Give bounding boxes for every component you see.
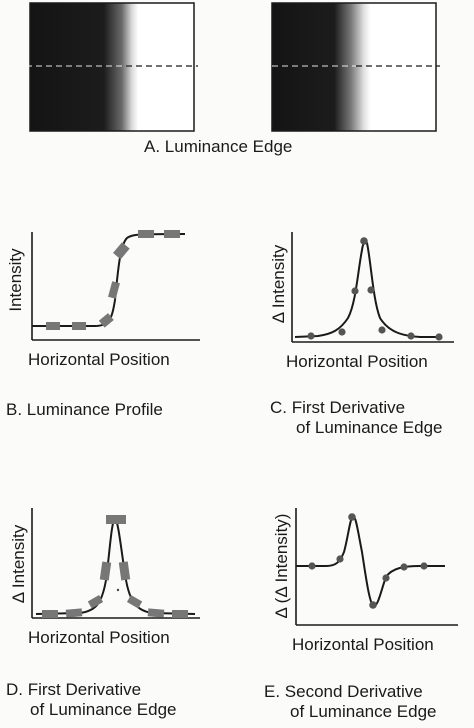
- second-derivative-sample-dots: [308, 513, 427, 609]
- panel-e-caption-line2: of Luminance Edge: [290, 702, 437, 722]
- panel-e-caption-line1: E. Second Derivative: [264, 682, 423, 702]
- panel-e-x-axis-label: Horizontal Position: [292, 635, 434, 655]
